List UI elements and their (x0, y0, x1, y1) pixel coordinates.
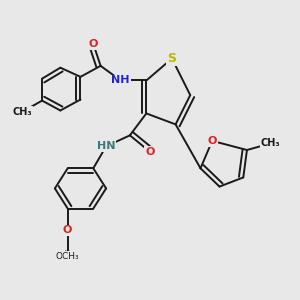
Text: CH₃: CH₃ (261, 138, 280, 148)
Text: O: O (208, 136, 217, 146)
Text: CH₃: CH₃ (13, 106, 32, 117)
Text: O: O (145, 147, 155, 157)
Text: S: S (167, 52, 176, 65)
Text: methoxy: methoxy (64, 250, 71, 251)
Text: O: O (88, 39, 98, 49)
Text: OCH₃: OCH₃ (56, 252, 80, 261)
Text: O: O (63, 226, 72, 236)
Text: HN: HN (97, 141, 115, 151)
Text: NH: NH (112, 76, 130, 85)
